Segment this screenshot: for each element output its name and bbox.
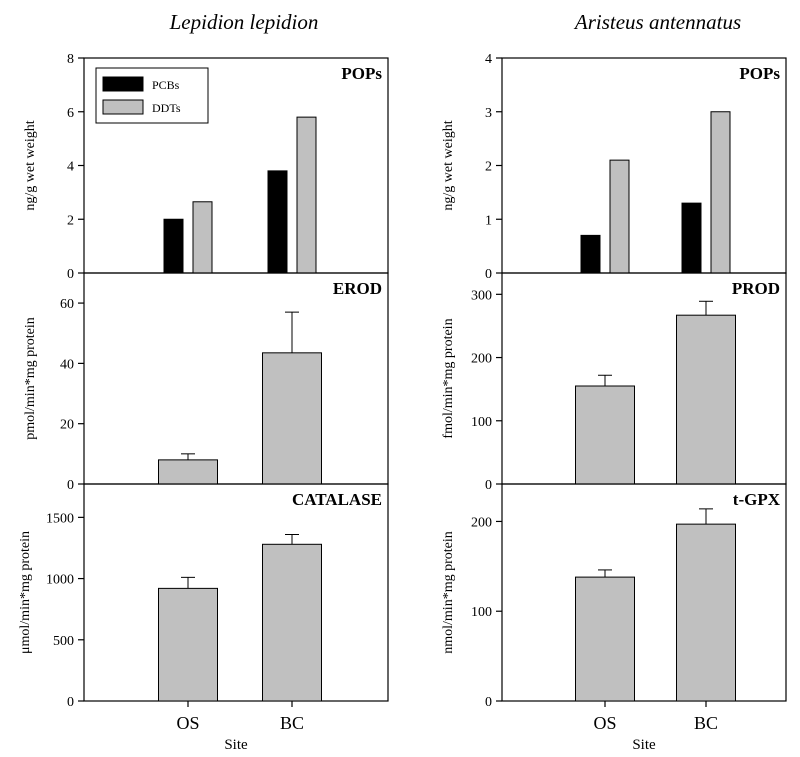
panel-0-2-category-label: OS xyxy=(176,713,199,733)
panel-0-0-bar-pcbs-bc xyxy=(267,170,288,274)
panel-0-2-title: CATALASE xyxy=(292,490,382,509)
panel-0-2-category-label: BC xyxy=(280,713,304,733)
panel-0-2-ytick-label: 0 xyxy=(67,695,74,710)
panel-0-2-ytick-label: 1500 xyxy=(46,511,74,526)
panel-0-0-bar-pcbs-os xyxy=(163,218,184,274)
legend-label-pcbs: PCBs xyxy=(152,78,180,92)
legend-label-ddts: DDTs xyxy=(152,101,181,115)
panel-1-1-frame xyxy=(501,272,787,485)
panel-0-2-bar-os xyxy=(158,587,218,702)
panel-1-0-ytick-label: 3 xyxy=(485,106,492,121)
panel-1-2-title: t-GPX xyxy=(733,490,781,509)
panel-0-0-ylabel: ng/g wet weight xyxy=(23,120,38,210)
legend-swatch-ddts xyxy=(102,99,144,115)
panel-1-0-bar-pcbs-bc xyxy=(681,202,702,274)
panel-0-2-ytick-label: 1000 xyxy=(46,573,74,588)
panel-1-2-xlabel: Site xyxy=(632,737,656,753)
panel-1-0-ylabel: ng/g wet weight xyxy=(441,120,456,210)
panel-0-1-frame xyxy=(83,272,389,485)
panel-0-2-bar-bc xyxy=(262,543,322,702)
panel-1-1-ytick-label: 100 xyxy=(471,415,492,430)
panel-0-2-xlabel: Site xyxy=(224,737,248,753)
panel-1-2-category-label: OS xyxy=(593,713,616,733)
panel-0-2-ytick-label: 500 xyxy=(53,634,74,649)
legend-swatch-pcbs xyxy=(102,76,144,92)
panel-1-1-bar-bc xyxy=(676,314,736,485)
column-title-0: Lepidion lepidion xyxy=(169,10,319,34)
panel-0-0-ytick-label: 6 xyxy=(67,106,74,121)
panel-1-0-ytick-label: 0 xyxy=(485,267,492,282)
panel-1-2-category-label: BC xyxy=(694,713,718,733)
panel-1-0-bar-ddts-bc xyxy=(710,111,731,274)
panel-1-1-ytick-label: 300 xyxy=(471,288,492,303)
panel-0-0-title: POPs xyxy=(341,64,382,83)
panel-0-1-bar-bc xyxy=(262,352,322,485)
panel-0-1-title: EROD xyxy=(333,279,382,298)
panel-0-0-ytick-label: 4 xyxy=(67,160,74,175)
panel-1-1-title: PROD xyxy=(732,279,780,298)
panel-0-1-bar-os xyxy=(158,459,218,485)
panel-1-1-ylabel: fmol/min*mg protein xyxy=(441,318,456,438)
panel-1-1-bar-os xyxy=(575,385,635,485)
panel-0-0-ytick-label: 0 xyxy=(67,267,74,282)
panel-0-0-ytick-label: 2 xyxy=(67,213,74,228)
panel-1-0-ytick-label: 4 xyxy=(485,52,492,67)
panel-0-1-ytick-label: 40 xyxy=(60,357,74,372)
panel-1-1-ytick-label: 0 xyxy=(485,478,492,493)
panel-0-1-ytick-label: 60 xyxy=(60,297,74,312)
panel-1-0-frame xyxy=(501,57,787,274)
panel-0-1-ytick-label: 0 xyxy=(67,478,74,493)
panel-1-2-ytick-label: 100 xyxy=(471,605,492,620)
panel-0-0-bar-ddts-os xyxy=(192,201,213,274)
panel-1-0-ytick-label: 2 xyxy=(485,160,492,175)
panel-0-2-ylabel: μmol/min*mg protein xyxy=(18,531,33,654)
panel-1-2-bar-os xyxy=(575,576,635,702)
panel-1-2-ylabel: nmol/min*mg protein xyxy=(441,531,456,654)
panel-1-0-title: POPs xyxy=(739,64,780,83)
panel-1-2-frame xyxy=(501,483,787,702)
panel-1-1-ytick-label: 200 xyxy=(471,352,492,367)
panel-0-0-bar-ddts-bc xyxy=(296,116,317,274)
column-title-1: Aristeus antennatus xyxy=(573,10,741,34)
panel-1-0-bar-pcbs-os xyxy=(580,234,601,274)
panel-0-0-ytick-label: 8 xyxy=(67,52,74,67)
panel-1-2-ytick-label: 200 xyxy=(471,515,492,530)
panel-0-1-ylabel: pmol/min*mg protein xyxy=(23,317,38,440)
panel-1-0-bar-ddts-os xyxy=(609,159,630,274)
panel-1-2-bar-bc xyxy=(676,523,736,702)
panel-1-2-ytick-label: 0 xyxy=(485,695,492,710)
panel-0-1-ytick-label: 20 xyxy=(60,418,74,433)
panel-0-2-frame xyxy=(83,483,389,702)
panel-1-0-ytick-label: 1 xyxy=(485,213,492,228)
